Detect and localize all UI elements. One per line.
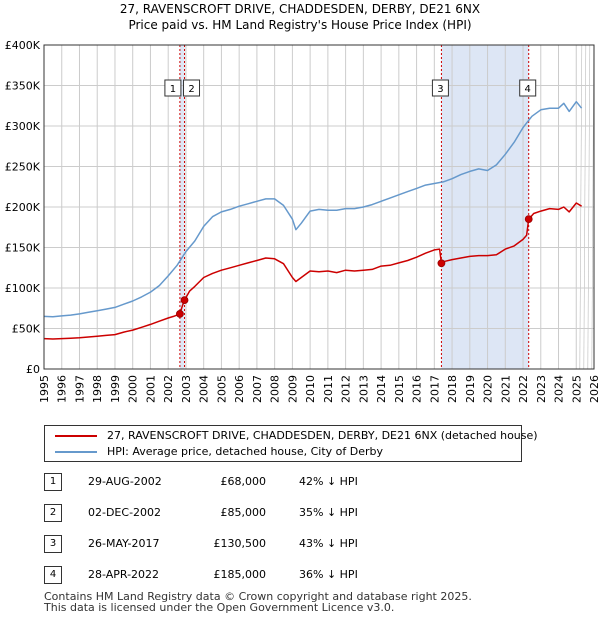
sale-points xyxy=(176,215,533,318)
legend-property-swatch xyxy=(55,435,97,437)
x-tick-label: 2000 xyxy=(127,375,140,403)
x-tick-label: 2016 xyxy=(411,375,424,403)
x-tick-label: 2004 xyxy=(198,375,211,403)
sale-hpi-diff: 42% ↓ HPI xyxy=(299,475,358,488)
x-tick-label: 1995 xyxy=(38,375,51,403)
x-tick-label: 1998 xyxy=(91,375,104,403)
x-tick-label: 2021 xyxy=(499,375,512,403)
sale-date: 26-MAY-2017 xyxy=(88,537,160,550)
sale-number: 4 xyxy=(44,566,62,584)
y-tick-label: £150K xyxy=(5,242,41,255)
x-tick-label: 2024 xyxy=(553,375,566,403)
y-tick-label: £350K xyxy=(5,80,41,93)
sale-price: £185,000 xyxy=(213,568,267,581)
sale-marker-label: 4 xyxy=(525,84,531,95)
sale-hpi-diff: 43% ↓ HPI xyxy=(299,537,358,550)
legend-property-label: 27, RAVENSCROFT DRIVE, CHADDESDEN, DERBY… xyxy=(107,429,538,442)
y-tick-label: £0 xyxy=(26,363,40,376)
sale-date: 28-APR-2022 xyxy=(88,568,160,581)
x-tick-label: 2012 xyxy=(340,375,353,403)
sale-number: 2 xyxy=(44,504,62,522)
sale-date: 02-DEC-2002 xyxy=(88,506,162,519)
sale-point xyxy=(437,259,446,268)
chart-title: 27, RAVENSCROFT DRIVE, CHADDESDEN, DERBY… xyxy=(119,2,481,16)
x-tick-label: 2005 xyxy=(215,375,228,403)
legend-hpi-label: HPI: Average price, detached house, City… xyxy=(107,445,384,458)
x-tick-label: 2014 xyxy=(375,375,388,403)
x-tick-label: 2002 xyxy=(162,375,175,403)
x-tick-label: 2026 xyxy=(588,375,600,403)
x-tick-label: 2018 xyxy=(446,375,459,403)
sale-marker-box xyxy=(183,79,201,97)
x-tick-label: 2015 xyxy=(393,375,406,403)
x-tick-label: 2025 xyxy=(570,375,583,403)
x-tick-label: 2017 xyxy=(428,375,441,403)
x-tick-label: 2020 xyxy=(482,375,495,403)
footer-licence: This data is licensed under the Open Gov… xyxy=(44,601,395,614)
sale-marker-label: 3 xyxy=(437,84,443,95)
series-lines xyxy=(43,100,583,340)
sale-point xyxy=(176,310,184,318)
plot-border xyxy=(43,44,595,370)
sale-row: 4 28-APR-2022 £185,000 36% ↓ HPI xyxy=(44,566,464,584)
sale-marker-box xyxy=(431,79,449,97)
sale-point xyxy=(180,296,189,305)
y-axis-ticks: £0 £50K £100K £150K £200K £250K £300K £350K £400… xyxy=(5,39,41,376)
x-tick-label: 2022 xyxy=(517,375,530,403)
sale-row: 2 02-DEC-2002 £85,000 35% ↓ HPI xyxy=(44,504,464,522)
chart-subtitle: Price paid vs. HM Land Registry's House … xyxy=(128,18,472,32)
x-tick-label: 2019 xyxy=(464,375,477,403)
sale-hpi-diff: 35% ↓ HPI xyxy=(299,506,358,519)
sale-marker-labels: 1 2 3 4 xyxy=(164,79,537,97)
sale-price: £130,500 xyxy=(213,537,267,550)
property-price-line xyxy=(43,202,582,340)
sale-hpi-diff: 36% ↓ HPI xyxy=(299,568,358,581)
sale-row: 1 29-AUG-2002 £68,000 42% ↓ HPI xyxy=(44,473,464,491)
x-tick-label: 2003 xyxy=(180,375,193,403)
sale-date: 29-AUG-2002 xyxy=(88,475,162,488)
sale-marker-box xyxy=(164,79,182,97)
y-tick-label: £400K xyxy=(5,39,41,52)
x-tick-label: 2007 xyxy=(251,375,264,403)
y-tick-label: £250K xyxy=(5,161,41,174)
legend: 27, RAVENSCROFT DRIVE, CHADDESDEN, DERBY… xyxy=(44,425,538,462)
y-tick-label: £100K xyxy=(5,282,41,295)
sale-number: 1 xyxy=(44,473,62,491)
x-tick-label: 2023 xyxy=(535,375,548,403)
x-tick-label: 1999 xyxy=(109,375,122,403)
sale-marker-label: 2 xyxy=(188,84,194,95)
sale-marker-box xyxy=(519,79,537,97)
x-tick-label: 2001 xyxy=(144,375,157,403)
sale-point xyxy=(524,215,533,224)
x-tick-label: 2010 xyxy=(304,375,317,403)
x-tick-label: 1997 xyxy=(73,375,86,403)
gridlines xyxy=(43,44,595,370)
x-tick-label: 2006 xyxy=(233,375,246,403)
price-chart: £0 £50K £100K £150K £200K £250K £300K £350K £400… xyxy=(5,39,600,403)
sale-price: £68,000 xyxy=(220,475,267,488)
y-tick-label: £50K xyxy=(12,323,41,336)
sale-price: £85,000 xyxy=(220,506,267,519)
sale-marker-label: 1 xyxy=(170,84,176,95)
x-tick-label: 2011 xyxy=(322,375,335,403)
legend-hpi-swatch xyxy=(55,451,97,453)
x-tick-label: 2009 xyxy=(286,375,299,403)
x-axis-ticks: 1995 1996 1997 1998 1999 2000 2001 2002 2003 2004… xyxy=(38,375,600,403)
y-tick-label: £200K xyxy=(5,201,41,214)
footer-copyright: Contains HM Land Registry data © Crown c… xyxy=(44,590,472,603)
y-tick-label: £300K xyxy=(5,120,41,133)
hpi-line xyxy=(43,100,583,318)
sale-row: 3 26-MAY-2017 £130,500 43% ↓ HPI xyxy=(44,535,464,553)
sale-number: 3 xyxy=(44,535,62,553)
x-tick-label: 2013 xyxy=(357,375,370,403)
x-tick-label: 2008 xyxy=(269,375,282,403)
x-tick-label: 1996 xyxy=(56,375,69,403)
